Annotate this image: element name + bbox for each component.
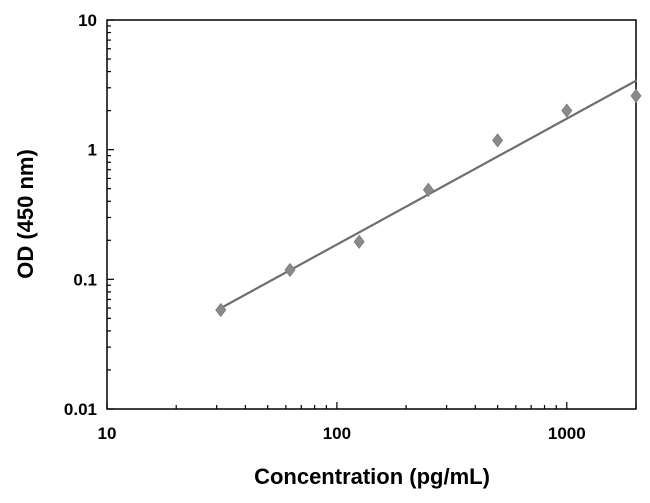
y-tick-label: 1	[88, 141, 97, 160]
x-axis-title: Concentration (pg/mL)	[254, 464, 490, 489]
data-point	[353, 234, 365, 249]
y-tick-label: 10	[78, 11, 97, 30]
y-tick-label: 0.1	[73, 270, 97, 289]
x-tick-label: 100	[323, 424, 351, 443]
data-point	[422, 182, 434, 197]
x-tick-label: 1000	[548, 424, 586, 443]
y-axis-title: OD (450 nm)	[13, 149, 38, 279]
data-point	[215, 302, 227, 318]
data-point	[492, 133, 504, 148]
data-point	[630, 88, 642, 104]
y-tick-label: 0.01	[64, 400, 97, 419]
data-point	[561, 103, 573, 118]
plot-frame	[106, 19, 637, 410]
x-tick-label: 10	[98, 424, 117, 443]
data-point	[284, 262, 296, 278]
